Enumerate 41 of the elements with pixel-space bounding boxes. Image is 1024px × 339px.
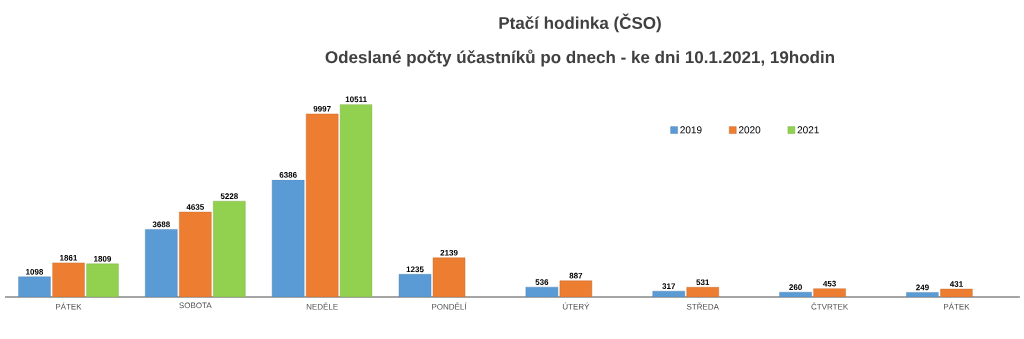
- legend-label: 2019: [680, 126, 702, 134]
- x-tick-label: ÚTERÝ: [562, 302, 590, 310]
- data-label: 1861: [60, 255, 78, 261]
- legend-label: 2020: [738, 126, 761, 134]
- data-label: 317: [662, 283, 676, 289]
- data-label: 249: [916, 284, 929, 291]
- data-label: 536: [535, 279, 549, 285]
- data-label: 531: [696, 279, 710, 286]
- legend-label: 2021: [797, 126, 819, 134]
- bar: [271, 179, 305, 297]
- bar: [179, 211, 212, 297]
- bar: [52, 262, 85, 297]
- bar: [339, 104, 373, 297]
- bar: [145, 229, 178, 297]
- data-label: 1098: [26, 269, 44, 275]
- data-label: 453: [823, 280, 836, 287]
- chart-title: Ptačí hodinka (ČSO): [499, 13, 661, 33]
- data-label: 2139: [440, 249, 458, 256]
- x-tick-label: PÁTEK: [944, 302, 970, 310]
- x-tick-label: PÁTEK: [55, 302, 82, 310]
- data-label: 5228: [220, 193, 238, 199]
- data-label: 1235: [406, 266, 424, 273]
- bar: [213, 201, 246, 297]
- x-tick-label: PONDĚLÍ: [432, 302, 467, 310]
- data-label: 887: [569, 272, 583, 279]
- x-tick-label: ČTVRTEK: [811, 302, 849, 310]
- bar: [432, 257, 466, 297]
- data-label: 431: [949, 281, 963, 287]
- data-label: 3688: [152, 221, 170, 228]
- data-label: 6386: [279, 172, 297, 178]
- data-label: 4635: [186, 204, 204, 210]
- x-tick-label: NEDĚLE: [306, 302, 338, 310]
- bar: [86, 263, 119, 297]
- x-tick-label: STŘEDA: [686, 302, 719, 310]
- chart-subtitle: Odeslané počty účastníků po dnech - ke dni 10.1.2021, 19hodin: [325, 49, 835, 67]
- data-label: 10511: [345, 96, 367, 103]
- x-tick-label: SOBOTA: [179, 302, 212, 309]
- bar: [305, 113, 339, 297]
- data-label: 9997: [313, 105, 331, 112]
- data-label: 260: [789, 284, 802, 291]
- data-label: 1809: [94, 255, 112, 262]
